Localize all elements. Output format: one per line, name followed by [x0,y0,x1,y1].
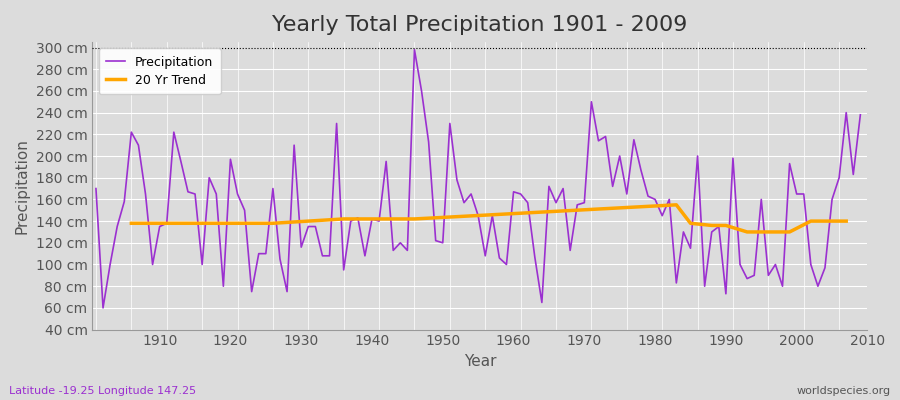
Precipitation [608,184,618,189]
20 Yr Trend [267,221,278,226]
Precipitation [353,216,364,220]
20 Yr Trend [742,230,752,234]
X-axis label: Year: Year [464,354,496,369]
Line: Precipitation: Precipitation [96,50,860,308]
Precipitation [97,306,108,310]
20 Yr Trend [410,216,420,221]
Text: Latitude -19.25 Longitude 147.25: Latitude -19.25 Longitude 147.25 [9,386,196,396]
Precipitation [91,186,102,191]
Precipitation [410,47,420,52]
Line: 20 Yr Trend: 20 Yr Trend [131,205,846,232]
Precipitation [310,224,320,229]
20 Yr Trend [756,230,767,234]
Precipitation [522,200,533,205]
Precipitation [855,112,866,117]
20 Yr Trend [338,216,349,221]
Title: Yearly Total Precipitation 1901 - 2009: Yearly Total Precipitation 1901 - 2009 [272,15,688,35]
Y-axis label: Precipitation: Precipitation [15,138,30,234]
Text: worldspecies.org: worldspecies.org [796,386,891,396]
20 Yr Trend [126,221,137,226]
Precipitation [154,224,165,229]
20 Yr Trend [670,202,681,207]
20 Yr Trend [784,230,795,234]
20 Yr Trend [706,223,717,228]
Legend: Precipitation, 20 Yr Trend: Precipitation, 20 Yr Trend [99,48,220,94]
20 Yr Trend [770,230,781,234]
20 Yr Trend [806,219,816,224]
20 Yr Trend [841,219,851,224]
20 Yr Trend [685,221,696,226]
20 Yr Trend [721,223,732,228]
Precipitation [515,192,526,196]
